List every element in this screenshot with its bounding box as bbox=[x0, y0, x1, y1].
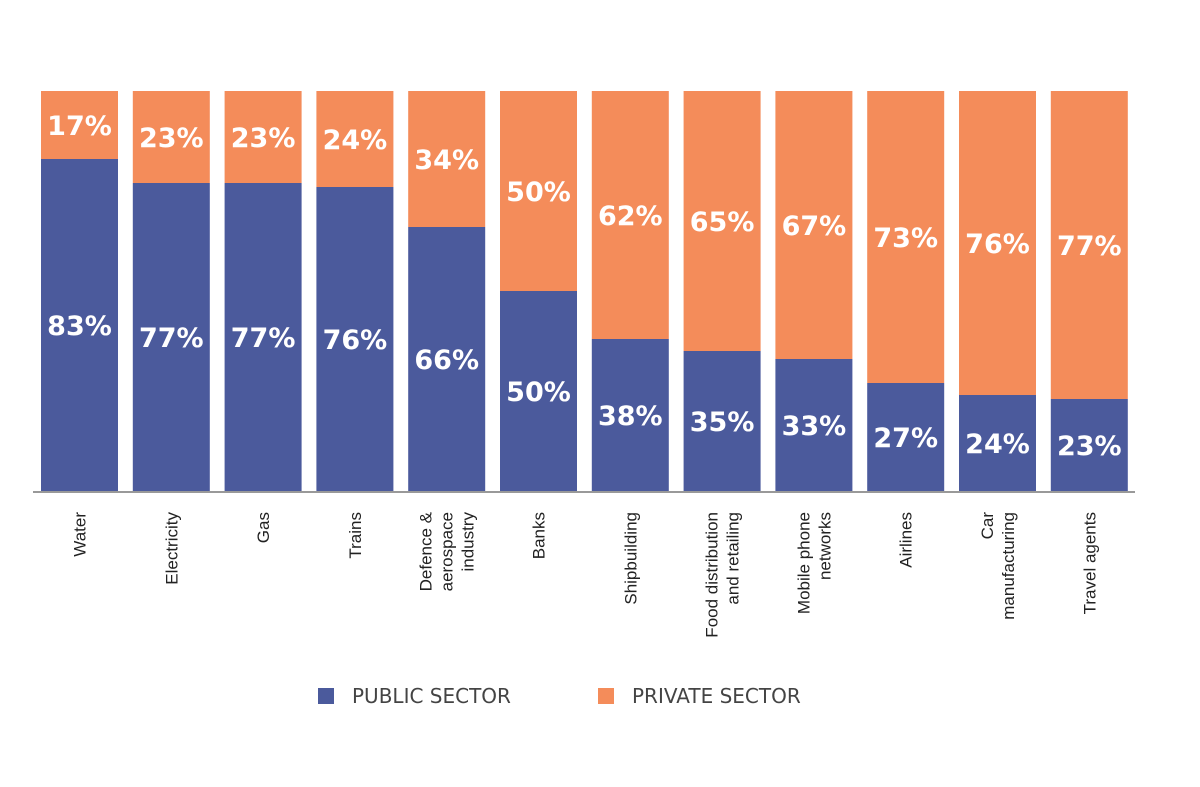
category-label-9: Airlines bbox=[897, 512, 916, 568]
category-label-0: Water bbox=[71, 512, 90, 557]
category-label-3: Trains bbox=[346, 512, 365, 559]
data-label-public-5: 50% bbox=[506, 377, 571, 408]
category-label-5: Banks bbox=[530, 512, 549, 559]
category-label-line: Car bbox=[978, 512, 997, 540]
category-label-line: Shipbuilding bbox=[621, 512, 640, 605]
data-label-public-7: 35% bbox=[690, 407, 755, 438]
bar-public-10 bbox=[959, 395, 1036, 491]
legend: PUBLIC SECTOR PRIVATE SECTOR bbox=[0, 684, 1200, 714]
data-label-private-9: 73% bbox=[873, 223, 938, 254]
bar-public-0 bbox=[41, 159, 118, 491]
category-label-line: Trains bbox=[346, 512, 365, 559]
category-label-line: and retailing bbox=[724, 512, 743, 605]
category-label-7: Food distribution and retailing bbox=[703, 512, 743, 638]
category-label-8: Mobile phone networks bbox=[794, 512, 834, 614]
category-label-6: Shipbuilding bbox=[621, 512, 640, 605]
category-label-line: Mobile phone bbox=[794, 512, 813, 614]
data-label-public-1: 77% bbox=[139, 323, 204, 354]
category-label-line: Food distribution bbox=[703, 512, 722, 638]
legend-swatch-private bbox=[598, 688, 614, 704]
category-label-line: manufacturing bbox=[999, 512, 1018, 620]
category-label-1: Electricity bbox=[162, 512, 181, 585]
legend-item-private: PRIVATE SECTOR bbox=[598, 684, 801, 708]
bar-public-5 bbox=[500, 291, 577, 491]
bar-public-2 bbox=[224, 183, 302, 491]
bar-private-7 bbox=[683, 91, 761, 351]
legend-label-private: PRIVATE SECTOR bbox=[632, 684, 801, 708]
bar-private-10 bbox=[959, 91, 1036, 395]
category-label-line: Electricity bbox=[162, 512, 181, 585]
data-label-private-10: 76% bbox=[965, 229, 1030, 260]
category-label-line: Water bbox=[71, 512, 90, 557]
category-label-line: Airlines bbox=[897, 512, 916, 568]
data-label-private-4: 34% bbox=[414, 145, 479, 176]
category-label-line: Travel agents bbox=[1080, 512, 1099, 614]
bar-private-11 bbox=[1050, 91, 1128, 399]
bar-private-5 bbox=[500, 91, 577, 291]
bar-private-4 bbox=[408, 91, 486, 227]
stacked-bar-chart: 17% 83% Water 23% 77% Electricity 23% 77% Gas 24%… bbox=[33, 91, 1135, 638]
data-label-public-6: 38% bbox=[598, 401, 663, 432]
data-label-private-6: 62% bbox=[598, 201, 663, 232]
bar-private-2 bbox=[224, 91, 302, 183]
data-label-public-8: 33% bbox=[782, 411, 847, 442]
category-label-line: Defence & bbox=[417, 511, 436, 591]
category-label-2: Gas bbox=[254, 512, 273, 543]
category-label-line: Banks bbox=[530, 512, 549, 559]
legend-item-public: PUBLIC SECTOR bbox=[318, 684, 511, 708]
legend-label-public: PUBLIC SECTOR bbox=[352, 684, 511, 708]
legend-swatch-public bbox=[318, 688, 334, 704]
data-label-public-0: 83% bbox=[47, 311, 112, 342]
bar-public-8 bbox=[775, 359, 853, 491]
data-label-private-2: 23% bbox=[231, 123, 296, 154]
data-label-private-1: 23% bbox=[139, 123, 204, 154]
bar-private-1 bbox=[132, 91, 210, 183]
category-label-line: networks bbox=[815, 512, 834, 580]
data-label-public-10: 24% bbox=[965, 429, 1030, 460]
bar-public-11 bbox=[1050, 399, 1128, 491]
bar-public-4 bbox=[408, 227, 486, 491]
data-label-private-11: 77% bbox=[1057, 231, 1122, 262]
bar-private-8 bbox=[775, 91, 853, 359]
data-label-public-3: 76% bbox=[323, 325, 388, 356]
data-label-public-11: 23% bbox=[1057, 431, 1122, 462]
bar-private-3 bbox=[316, 91, 394, 187]
bar-public-1 bbox=[132, 183, 210, 491]
category-label-line: aerospace bbox=[438, 512, 457, 591]
data-label-public-4: 66% bbox=[414, 345, 479, 376]
category-label-10: Car manufacturing bbox=[978, 512, 1018, 620]
data-label-public-2: 77% bbox=[231, 323, 296, 354]
bar-public-9 bbox=[867, 383, 945, 491]
bar-public-7 bbox=[683, 351, 761, 491]
category-label-line: industry bbox=[459, 512, 478, 572]
data-label-public-9: 27% bbox=[873, 423, 938, 454]
category-label-4: Defence & aerospace industry bbox=[417, 511, 478, 591]
bar-private-6 bbox=[591, 91, 669, 339]
category-label-line: Gas bbox=[254, 512, 273, 543]
data-label-private-8: 67% bbox=[782, 211, 847, 242]
data-label-private-0: 17% bbox=[47, 111, 112, 142]
bar-public-3 bbox=[316, 187, 394, 491]
bar-public-6 bbox=[591, 339, 669, 491]
data-label-private-5: 50% bbox=[506, 177, 571, 208]
bar-private-0 bbox=[41, 91, 118, 159]
bar-private-9 bbox=[867, 91, 945, 383]
category-label-11: Travel agents bbox=[1080, 512, 1099, 614]
data-label-private-7: 65% bbox=[690, 207, 755, 238]
data-label-private-3: 24% bbox=[323, 125, 388, 156]
